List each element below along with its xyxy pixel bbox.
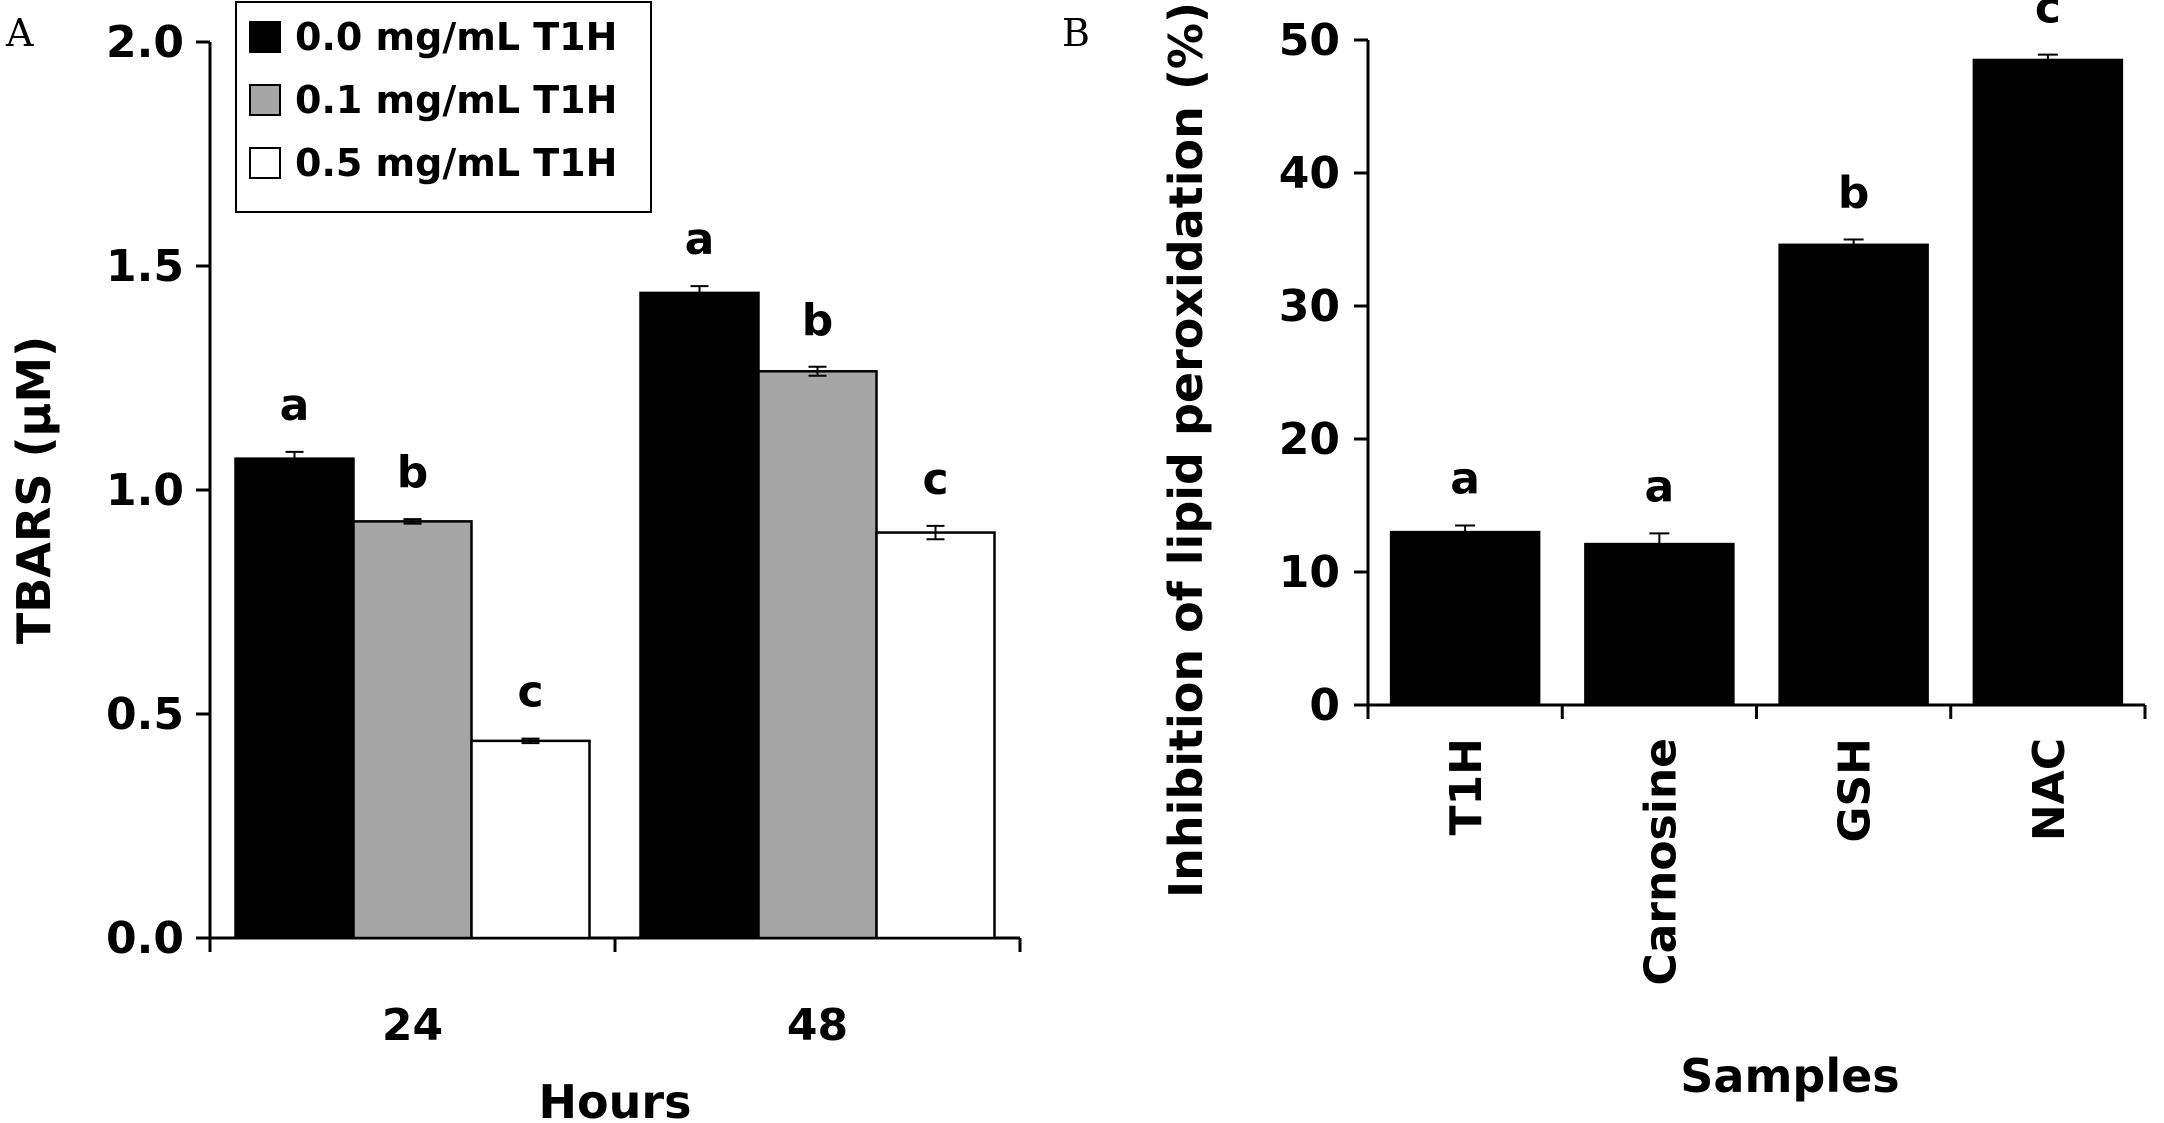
y-tick-label: 50 [1279, 15, 1340, 66]
bar [352, 520, 473, 940]
significance-letter: b [1838, 168, 1870, 219]
chart-b: B 0 10 20 30 40 50 T1H Carnosine GSH NAC a a b c In… [1062, 0, 2147, 1103]
y-tick-label: 2.0 [106, 17, 184, 68]
significance-letter: c [2035, 0, 2061, 34]
bar [1389, 530, 1541, 707]
x-tick-label: T1H [1441, 738, 1492, 835]
significance-letter: a [685, 214, 715, 265]
x-tick-label: NAC [2024, 738, 2075, 841]
chart-a: A 0.0 0.5 1.0 1.5 2.0 24 48 a a b b c c TBARS (μM)… [5, 1, 1022, 1123]
legend-label: 0.0 mg/mL T1H [295, 15, 617, 59]
legend-box [235, 1, 652, 213]
significance-letter: a [1450, 453, 1480, 504]
y-tick-label: 20 [1279, 414, 1340, 465]
bar [470, 739, 591, 940]
x-tick-label: GSH [1830, 738, 1881, 843]
significance-letter: a [1645, 461, 1675, 512]
panel-a-label: A [5, 11, 34, 55]
legend-swatch [249, 84, 281, 116]
chart-b-y-axis-title: Inhibition of lipid peroxidation (%) [1159, 2, 1213, 898]
bar [1778, 243, 1929, 707]
x-tick-label: 48 [787, 1000, 848, 1051]
y-tick-label: 1.5 [106, 241, 184, 292]
legend-label: 0.5 mg/mL T1H [295, 141, 617, 185]
significance-letter: a [280, 380, 310, 431]
chart-b-x-axis-title: Samples [1680, 1049, 1899, 1103]
x-tick-label: 24 [382, 1000, 443, 1051]
significance-letter: b [397, 447, 429, 498]
y-tick-label: 0 [1309, 680, 1340, 731]
y-tick-label: 1.0 [106, 465, 184, 516]
significance-letter: c [517, 667, 543, 718]
y-tick-label: 10 [1279, 547, 1340, 598]
y-tick-label: 40 [1279, 148, 1340, 199]
bar [639, 291, 760, 940]
x-tick-label: Carnosine [1635, 738, 1686, 986]
bar [1972, 58, 2124, 707]
legend-label: 0.1 mg/mL T1H [295, 78, 617, 122]
y-tick-label: 0.5 [106, 689, 184, 740]
panel-b-label: B [1062, 11, 1090, 55]
chart-a-legend: 0.0 mg/mL T1H 0.1 mg/mL T1H 0.5 mg/mL T1H [235, 1, 652, 213]
chart-a-y-axis-title: TBARS (μM) [7, 336, 61, 644]
bar [234, 457, 355, 940]
y-tick-label: 0.0 [106, 913, 184, 964]
bar [1584, 542, 1735, 707]
bar [757, 370, 878, 940]
significance-letter: c [922, 454, 948, 505]
bar [875, 531, 996, 940]
y-tick-label: 30 [1279, 281, 1340, 332]
chart-a-x-axis-title: Hours [539, 1075, 692, 1123]
legend-swatch [249, 147, 281, 179]
significance-letter: b [802, 295, 834, 346]
legend-swatch [249, 21, 281, 53]
